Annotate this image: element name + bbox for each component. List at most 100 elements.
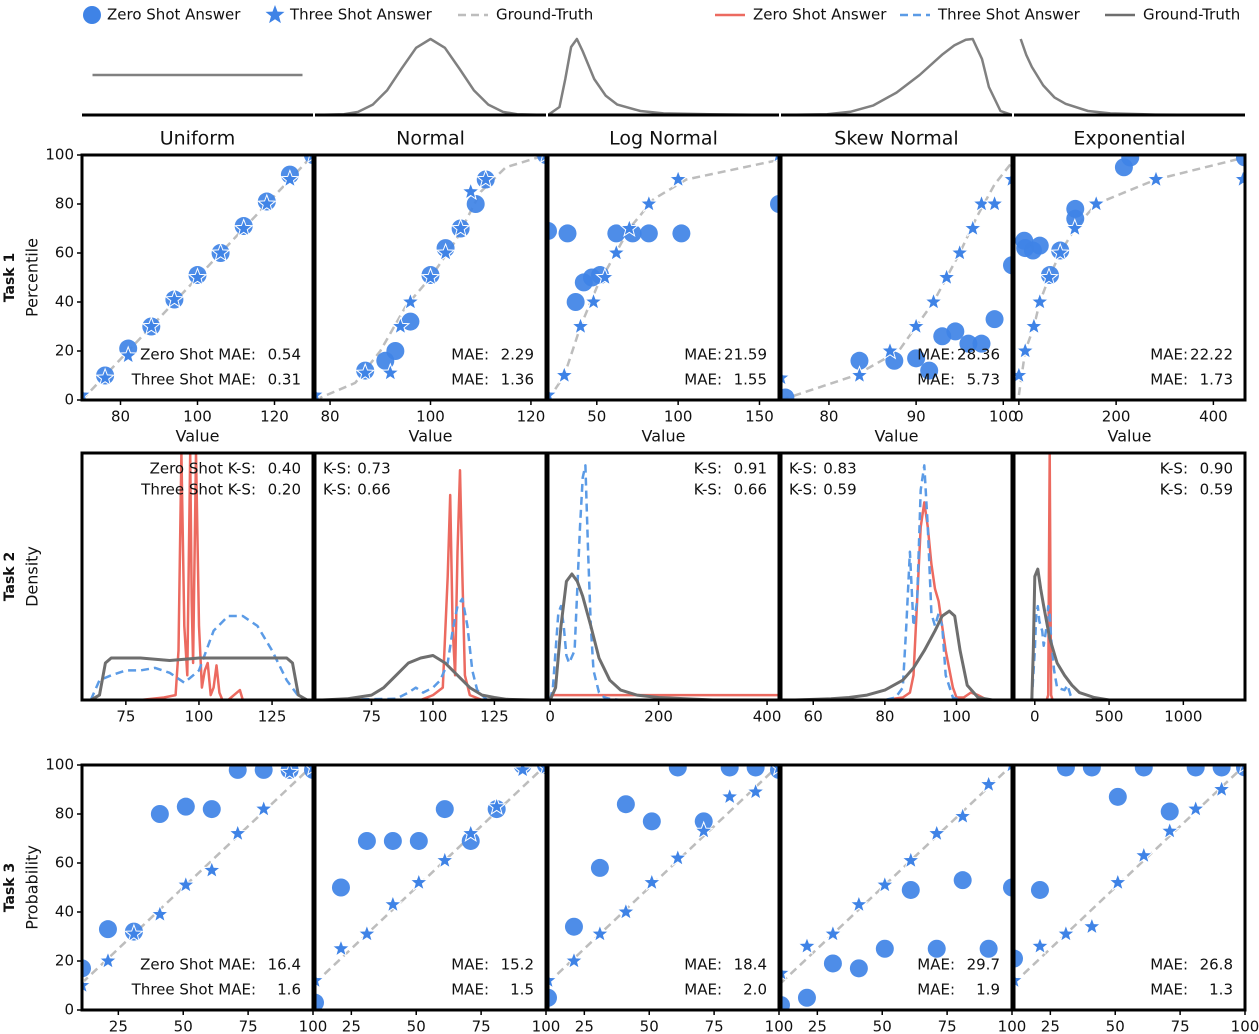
- panel-frame: [546, 153, 781, 402]
- panel: [315, 37, 546, 117]
- three-shot-point: [548, 384, 558, 400]
- zero-shot-point: [979, 939, 998, 958]
- plot-area: [89, 453, 313, 700]
- x-tick-label: 90: [907, 408, 926, 426]
- annotation-value: 0.59: [823, 481, 856, 499]
- x-tick-label: 0: [1014, 408, 1024, 426]
- annotation-label: Three Shot MAE:: [131, 371, 256, 389]
- zero-shot-point: [566, 293, 585, 311]
- legend-label: Zero Shot Answer: [753, 6, 887, 24]
- three-shot-point: [1050, 242, 1071, 262]
- plot-area: [781, 37, 1012, 115]
- three-shot-point: [1211, 779, 1232, 798]
- x-tick-label: 100: [419, 708, 448, 726]
- three-shot-point: [512, 765, 533, 779]
- three-shot-point: [82, 384, 92, 400]
- series-line: [1017, 156, 1245, 396]
- x-tick-label: 100: [416, 408, 445, 426]
- three-shot-point: [382, 894, 403, 914]
- three-shot-point: [880, 340, 900, 360]
- three-shot-point: [380, 362, 401, 382]
- series-line: [82, 155, 313, 400]
- annotation-value: 2.29: [501, 346, 534, 364]
- three-shot-point: [227, 823, 248, 843]
- panel-frame: [779, 763, 1014, 1012]
- annotation-value: 28.36: [957, 346, 1000, 364]
- zero-shot-point: [849, 959, 868, 978]
- three-shot-point: [984, 193, 1005, 213]
- x-tick-label: 400: [1199, 408, 1228, 426]
- three-shot-point: [187, 267, 208, 286]
- series-line: [1031, 453, 1080, 700]
- three-shot-point: [82, 975, 92, 994]
- zero-shot-point: [202, 800, 221, 819]
- plot-area: [322, 469, 546, 700]
- series-line: [89, 614, 303, 700]
- series-line: [795, 464, 961, 700]
- row-label: Task 3: [2, 863, 18, 912]
- x-tick-label: 75: [239, 1018, 258, 1034]
- zero-shot-point: [946, 322, 965, 341]
- series-line: [322, 597, 546, 700]
- x-tick-label: 80: [875, 708, 894, 726]
- zero-shot-point: [875, 939, 894, 958]
- zero-shot-point: [1212, 765, 1231, 777]
- zero-shot-point: [1121, 155, 1140, 167]
- three-shot-point: [95, 367, 116, 387]
- series-line: [548, 37, 779, 115]
- column-title: Skew Normal: [834, 128, 958, 150]
- x-tick-label: 80: [111, 408, 130, 426]
- panel: 25 50 75 100 MAE: 26.8 MAE: 1.3: [1012, 763, 1259, 1034]
- legend-marker: [265, 5, 285, 24]
- annotation-value: 0.73: [357, 460, 390, 478]
- annotation-value: 0.66: [734, 481, 767, 499]
- zero-shot-point: [1030, 880, 1049, 899]
- zero-shot-point: [254, 765, 273, 779]
- plot-area: [781, 161, 1012, 400]
- y-tick-label: 100: [45, 146, 74, 164]
- series-line: [548, 572, 713, 700]
- column-title: Uniform: [160, 128, 236, 150]
- plot-area: [82, 155, 313, 400]
- annotation-label: Zero Shot K-S:: [150, 460, 256, 478]
- zero-shot-point: [985, 310, 1004, 329]
- three-shot-point: [1185, 798, 1206, 818]
- panel-frame: [313, 451, 548, 702]
- x-tick-label: 25: [342, 1018, 361, 1034]
- zero-shot-point: [386, 342, 405, 360]
- annotation-value: 21.59: [724, 346, 767, 364]
- plot-area: [1014, 765, 1245, 990]
- three-shot-point: [536, 765, 546, 776]
- x-tick-label: 100: [532, 1018, 561, 1034]
- three-shot-point: [1086, 193, 1107, 213]
- x-tick-label: 50: [587, 408, 606, 426]
- zero-shot-point: [1030, 236, 1049, 255]
- panel: 0 500 1000 K-S: 0.90 K-S: 0.59: [1012, 451, 1247, 726]
- annotation-value: 1.73: [1200, 371, 1233, 389]
- three-shot-point: [962, 218, 983, 237]
- three-shot-point: [583, 291, 604, 311]
- series-line: [1030, 567, 1110, 700]
- zero-shot-point: [1014, 949, 1023, 968]
- panel: 25 50 75 100 0 20 40 60 80 100 Task 3 Probability Ze…: [2, 756, 327, 1034]
- y-axis-label: Probability: [23, 845, 42, 930]
- zero-shot-point: [927, 939, 946, 958]
- panel-frame: [1012, 763, 1247, 1012]
- three-shot-point: [923, 291, 944, 311]
- x-tick-label: 125: [258, 708, 287, 726]
- series-line: [1014, 765, 1245, 984]
- x-tick-label: 200: [1102, 408, 1131, 426]
- zero-shot-point: [409, 831, 428, 850]
- three-shot-point: [823, 923, 843, 943]
- three-shot-point: [554, 365, 575, 384]
- annotation-label: MAE:: [451, 371, 489, 389]
- annotation-value: 0.59: [1200, 481, 1233, 499]
- x-tick-label: 400: [753, 708, 782, 726]
- zero-shot-point: [1160, 802, 1179, 821]
- zero-shot-point: [466, 195, 485, 213]
- zero-shot-point: [82, 959, 91, 978]
- panel-frame: [313, 763, 548, 1012]
- three-shot-point: [253, 798, 274, 818]
